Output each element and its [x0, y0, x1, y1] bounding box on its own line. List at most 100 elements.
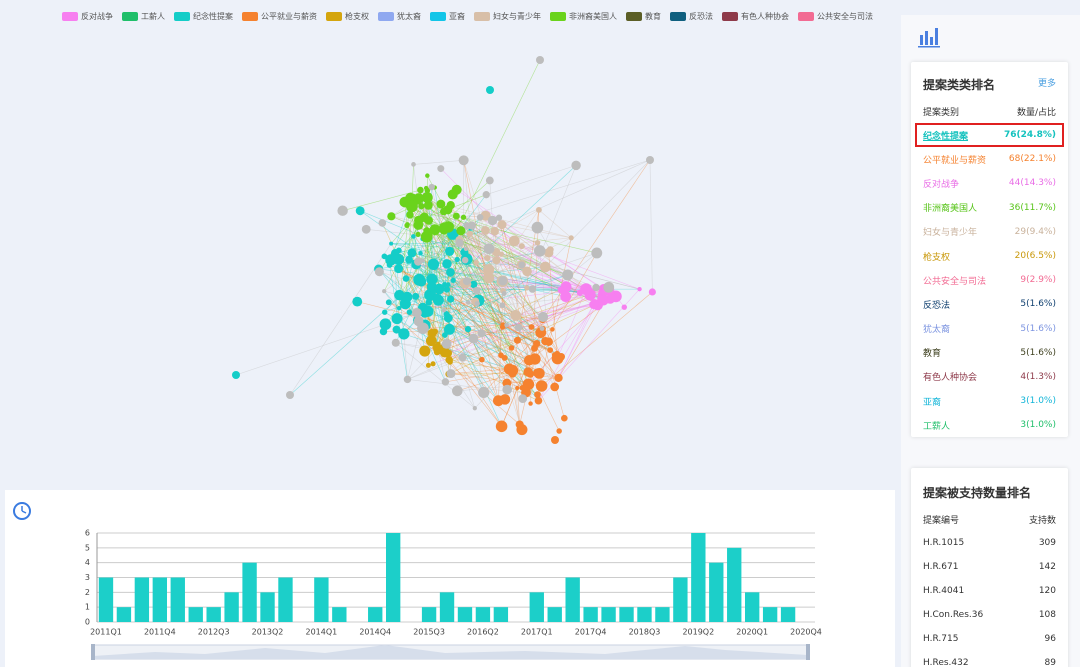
node: [396, 305, 402, 311]
node: [406, 211, 412, 216]
node: [495, 214, 503, 221]
category-name: 非洲裔美国人: [923, 204, 978, 215]
edge: [411, 252, 580, 294]
node: [486, 86, 494, 94]
legend-item[interactable]: 反对战争: [62, 11, 113, 22]
legend-item[interactable]: 反恐法: [670, 11, 713, 22]
legend-item[interactable]: 公共安全与司法: [798, 11, 873, 22]
edge: [470, 228, 489, 248]
x-tick-label: 2015Q3: [413, 628, 445, 637]
edge: [410, 197, 581, 294]
node: [381, 253, 388, 260]
support-count: 96: [1044, 634, 1056, 645]
more-link[interactable]: 更多: [1037, 79, 1056, 89]
table-row: 犹太裔 5(1.6%): [911, 317, 1068, 341]
table-row: 亚裔 3(1.0%): [911, 389, 1068, 413]
node: [413, 193, 425, 204]
node: [425, 335, 437, 347]
node: [412, 307, 422, 318]
node: [415, 231, 421, 237]
edge: [450, 368, 510, 374]
node: [528, 401, 533, 406]
bar: [565, 577, 580, 622]
edge: [418, 242, 460, 262]
node: [378, 219, 387, 227]
slider-handle[interactable]: [806, 644, 810, 660]
edge: [449, 282, 466, 362]
edge: [407, 379, 538, 395]
legend-item[interactable]: 枪支权: [326, 11, 369, 22]
legend-item[interactable]: 非洲裔美国人: [550, 11, 617, 22]
legend-swatch: [722, 12, 738, 21]
node: [446, 369, 456, 379]
edge: [443, 230, 447, 314]
node: [468, 333, 479, 344]
legend-item[interactable]: 有色人种协会: [722, 11, 789, 22]
table-row: 反恐法 5(1.6%): [911, 292, 1068, 316]
legend-item[interactable]: 亚裔: [430, 11, 465, 22]
node: [554, 373, 563, 382]
edge: [542, 303, 595, 318]
bar: [780, 607, 796, 622]
legend-item[interactable]: 教育: [626, 11, 661, 22]
edge: [449, 329, 499, 401]
edge: [450, 272, 567, 288]
edge: [443, 227, 531, 375]
edge: [449, 329, 540, 374]
legend-item[interactable]: 犹太裔: [378, 11, 421, 22]
edge: [538, 304, 594, 401]
node: [590, 298, 600, 308]
node: [446, 201, 455, 210]
legend-item[interactable]: 工薪人: [122, 11, 165, 22]
edge: [416, 200, 544, 318]
bill-id: H.R.4041: [923, 586, 965, 597]
node: [550, 327, 555, 332]
table-row: 妇女与青少年 29(9.4%): [911, 220, 1068, 244]
legend-swatch: [670, 12, 686, 21]
side-panel: 提案类类排名 更多 提案类别 数量/占比 纪念性提案 76(24.8%) 公平就业与薪资…: [901, 15, 1080, 667]
legend-item[interactable]: 公平就业与薪资: [242, 11, 317, 22]
bar: [475, 607, 491, 622]
edge: [470, 228, 591, 293]
category-count: 76(24.8%): [1004, 130, 1056, 141]
edge: [488, 237, 572, 279]
table-row: 公平就业与薪资 68(22.1%): [911, 147, 1068, 171]
category-count: 5(1.6%): [1020, 323, 1056, 334]
bar: [547, 607, 562, 622]
node: [535, 380, 548, 392]
edge: [452, 233, 549, 254]
edge: [418, 217, 500, 322]
edge: [446, 289, 450, 330]
node: [445, 356, 453, 364]
node: [446, 267, 455, 277]
legend-item[interactable]: 纪念性提案: [174, 11, 233, 22]
node: [510, 309, 522, 321]
category-count: 4(1.3%): [1020, 371, 1056, 382]
node: [387, 212, 396, 221]
category-count: 3(1.0%): [1020, 396, 1056, 407]
node: [437, 165, 445, 173]
node: [406, 309, 413, 315]
edge: [538, 209, 572, 239]
node: [432, 265, 437, 271]
edge: [558, 304, 594, 378]
y-tick-label: 0: [85, 618, 90, 627]
edge: [479, 217, 513, 374]
slider-handle[interactable]: [91, 644, 95, 660]
edge: [501, 224, 591, 293]
edge: [444, 284, 539, 401]
bar: [332, 607, 347, 622]
table-row: 教育 5(1.6%): [911, 341, 1068, 365]
node: [464, 326, 472, 333]
category-count: 68(22.1%): [1008, 154, 1056, 165]
legend-item[interactable]: 妇女与青少年: [474, 11, 541, 22]
node: [580, 283, 592, 295]
legend-label: 亚裔: [449, 12, 465, 21]
node: [477, 329, 486, 338]
edge: [459, 240, 523, 430]
edge: [502, 324, 537, 344]
bar: [368, 607, 383, 622]
node: [490, 227, 499, 236]
node: [557, 286, 565, 294]
edge: [526, 165, 577, 289]
